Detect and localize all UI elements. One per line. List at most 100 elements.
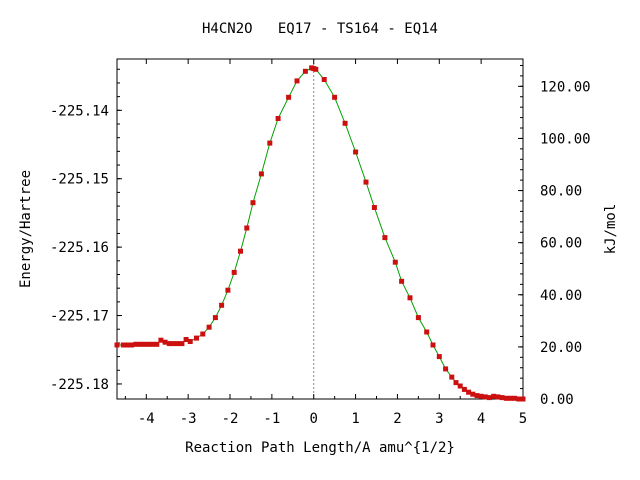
data-point — [294, 78, 300, 84]
data-point — [453, 380, 459, 386]
data-point — [225, 287, 231, 293]
y2-tick-label: 40.00 — [540, 288, 582, 304]
y2-tick-label: 20.00 — [540, 340, 582, 356]
y-axis-kjmol: 0.00 20.00 40.00 60.00 80.00 100.00 120.00 — [518, 64, 591, 408]
data-point — [275, 116, 281, 121]
data-point — [512, 395, 518, 401]
data-point — [166, 341, 172, 347]
data-point — [238, 248, 243, 254]
data-point — [212, 315, 218, 321]
data-point — [162, 339, 168, 345]
data-point — [495, 394, 501, 400]
data-point — [363, 179, 369, 185]
data-point — [392, 259, 398, 265]
data-point — [474, 393, 480, 399]
x-tick-label: -4 — [138, 411, 155, 427]
data-point — [313, 66, 319, 72]
data-point — [503, 395, 509, 401]
data-point — [125, 342, 130, 348]
y-tick-label: -225.17 — [50, 309, 109, 325]
data-point — [133, 341, 139, 347]
energy-curve — [117, 67, 523, 400]
data-point — [286, 94, 292, 100]
data-point — [250, 200, 256, 206]
data-point — [129, 342, 135, 348]
data-point — [141, 341, 147, 347]
x-axis: -4 -3 -2 -1 0 1 2 3 4 5 — [124, 59, 527, 427]
data-point — [342, 120, 348, 126]
data-point — [183, 337, 189, 342]
data-point — [120, 342, 126, 348]
data-point — [267, 140, 273, 146]
data-point — [482, 394, 488, 400]
data-point — [158, 337, 164, 343]
data-point — [499, 395, 505, 401]
data-point — [430, 342, 436, 348]
y-tick-label: -225.18 — [50, 377, 109, 393]
data-point — [470, 391, 476, 397]
data-point — [443, 366, 449, 372]
y2-tick-label: 60.00 — [540, 236, 582, 252]
data-point — [321, 77, 327, 82]
data-point — [171, 341, 176, 347]
data-point — [150, 341, 156, 347]
data-point — [137, 341, 143, 347]
plot-frame — [116, 58, 524, 400]
data-point — [114, 342, 120, 348]
data-point — [478, 393, 484, 399]
x-tick-label: -3 — [180, 411, 197, 427]
data-point — [206, 324, 212, 330]
y-axis-label: Energy/Hartree — [18, 170, 34, 288]
y2-tick-label: 0.00 — [540, 392, 574, 408]
data-point — [187, 339, 193, 344]
data-point — [231, 269, 237, 275]
data-point — [516, 396, 522, 402]
data-point — [154, 341, 160, 347]
data-point — [415, 315, 421, 321]
data-point — [407, 295, 413, 301]
y-tick-label: -225.15 — [50, 172, 109, 188]
data-point — [487, 395, 492, 401]
data-point — [175, 341, 181, 347]
data-point — [371, 205, 377, 210]
data-point — [449, 374, 455, 380]
y-tick-label: -225.14 — [50, 103, 109, 119]
data-point — [436, 354, 442, 360]
y-axis-hartree: -225.14 -225.15 -225.16 -225.17 -225.18 — [50, 68, 122, 393]
data-point — [258, 171, 264, 177]
x-tick-label: 1 — [351, 411, 359, 427]
chart-title: H4CN2O EQ17 - TS164 - EQ14 — [202, 21, 438, 37]
data-point — [244, 225, 250, 231]
data-point — [332, 94, 338, 100]
x-tick-label: -1 — [263, 411, 280, 427]
data-point — [457, 383, 463, 389]
y2-tick-label: 120.00 — [540, 79, 591, 95]
y2-tick-label: 80.00 — [540, 184, 582, 200]
data-point — [399, 278, 405, 284]
y2-axis-label: kJ/mol — [603, 204, 619, 255]
data-point — [200, 331, 206, 337]
x-tick-label: -2 — [222, 411, 239, 427]
x-tick-label: 2 — [393, 411, 401, 427]
data-point — [302, 68, 308, 74]
y2-tick-label: 100.00 — [540, 131, 591, 147]
x-tick-label: 0 — [310, 411, 318, 427]
data-point — [491, 393, 497, 399]
data-points — [114, 65, 526, 402]
data-point — [145, 341, 151, 347]
data-point — [461, 386, 467, 392]
data-point — [466, 389, 472, 395]
x-axis-label: Reaction Path Length/A amu^{1/2} — [185, 440, 455, 456]
data-point — [179, 341, 185, 347]
data-point — [507, 395, 513, 401]
x-tick-label: 3 — [435, 411, 443, 427]
data-point — [219, 302, 225, 308]
data-point — [353, 149, 359, 155]
data-point — [424, 329, 430, 335]
data-point — [382, 235, 388, 241]
y-tick-label: -225.16 — [50, 240, 109, 256]
data-point — [194, 335, 199, 341]
data-point — [520, 396, 526, 402]
x-tick-label: 5 — [519, 411, 527, 427]
